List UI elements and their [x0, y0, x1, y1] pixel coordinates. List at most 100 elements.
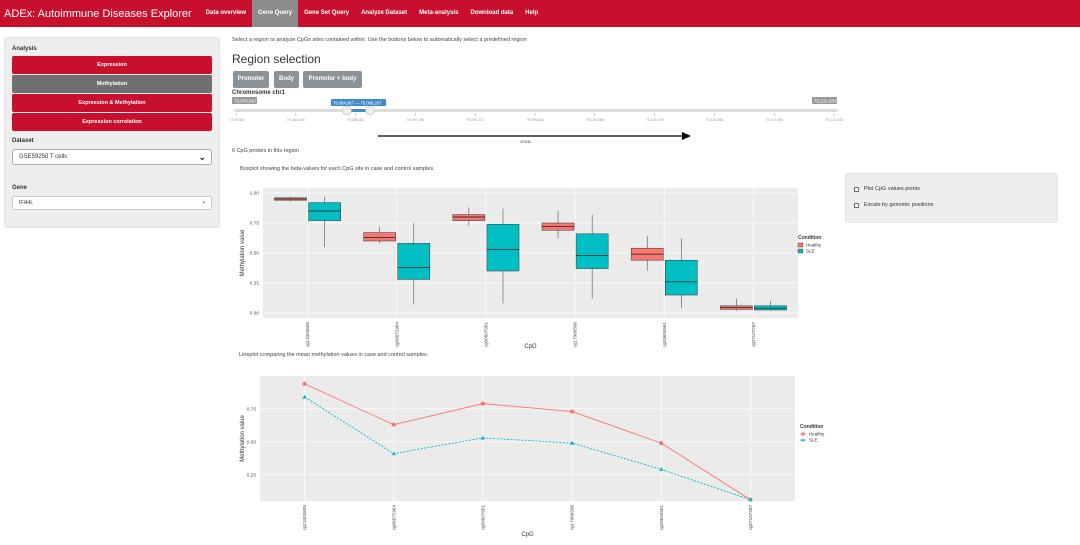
nav-data-overview[interactable]: Data overview [205, 10, 247, 16]
region-slider[interactable]: 79,079,067 79,131,633 79,084,067 — 79,08… [230, 96, 845, 146]
box-sle [665, 259, 698, 296]
point-healthy [480, 401, 485, 406]
slider-range-label: 79,084,067 — 79,088,267 [333, 100, 382, 105]
dataset-select[interactable]: GSE59250 T cells ⌄ [12, 149, 212, 165]
slider-selected-range [347, 109, 370, 112]
box-sle [397, 243, 431, 280]
box-sle [308, 202, 341, 221]
chromosome-label: Chromosome chr1 [232, 90, 286, 96]
nav-gene-set-query[interactable]: Gene Set Query [304, 10, 350, 16]
slider-tick-label: 79,092,786 [406, 118, 424, 122]
legend-key [797, 242, 804, 248]
point-sle [391, 451, 396, 456]
x-tick-label: cg06872964 [391, 505, 396, 531]
boxplot-chart: 0.00 0.25 0.50 0.75 1.00 cg13304609 cg06872964… [240, 188, 822, 350]
main-panel: Select a region to analyze CpGs sites co… [230, 0, 845, 545]
x-axis-title: CpG [521, 532, 534, 538]
box-healthy [452, 214, 486, 221]
plot-points-checkbox[interactable] [854, 186, 859, 192]
slider-ticks: 79,079,067 79,083,445 79,088,311 79,092,786… [230, 113, 843, 122]
plot-options-panel: Plot CpG values points Escale by genomic… [845, 173, 1058, 223]
slider-track[interactable] [234, 109, 838, 112]
nav-help[interactable]: Help [525, 10, 539, 16]
expression-button[interactable]: Expression [12, 56, 212, 74]
legend-label: Healthy [809, 432, 825, 437]
slider-tick-label: 79,117,090 [765, 118, 783, 122]
x-tick-label: cg03650561 [662, 322, 667, 348]
slider-tick-label: 79,099,802 [526, 118, 544, 122]
slider-tick-label: 79,083,445 [287, 118, 305, 122]
dataset-select-value: GSE59250 T cells [19, 154, 68, 160]
point-sle [480, 435, 486, 440]
slider-max-label: 79,131,633 [814, 98, 837, 103]
point-sle [302, 394, 307, 399]
line-sle [304, 396, 751, 501]
slider-min-label: 79,079,067 [234, 98, 257, 103]
slider-max-badge [812, 97, 837, 104]
y-tick-label: 0.25 [247, 472, 257, 478]
line-healthy [304, 383, 751, 501]
dataset-label: Dataset [12, 138, 34, 144]
plot-points-option[interactable]: Plot CpG values points [854, 186, 920, 192]
x-tick-label: cg07107287 [748, 505, 753, 531]
nav-meta-analysis[interactable]: Meta-analysis [419, 10, 459, 16]
legend-label: SLE [809, 438, 818, 443]
point-healthy [570, 409, 575, 414]
legend-title: Condition [798, 235, 821, 241]
nav-download-data[interactable]: Download data [470, 10, 514, 16]
slider-handle-to[interactable] [365, 105, 375, 116]
box-sle [486, 223, 520, 272]
point-healthy [391, 422, 396, 427]
body-button[interactable]: Body [274, 71, 299, 88]
region-selection-title: Region selection [232, 52, 321, 66]
expression-correlation-button[interactable]: Expression correlation [12, 113, 212, 131]
gene-select-input[interactable]: IFI44L ▾ [12, 196, 212, 210]
sidebar-panel: Analysis Expression Methylation Expressi… [4, 37, 220, 228]
y-tick-label: 0.75 [247, 406, 257, 412]
slider-tick-label: 79,079,067 [230, 118, 245, 122]
caret-down-icon: ▾ [202, 200, 205, 206]
x-tick-label: cg00607951 [480, 505, 485, 531]
point-healthy [659, 441, 664, 446]
escale-option[interactable]: Escale by genomic positions [854, 202, 933, 208]
methylation-button[interactable]: Methylation [12, 75, 212, 93]
y-tick-label: 0.75 [250, 221, 260, 227]
navbar: ADEx: Autoimmune Diseases Explorer Data … [0, 0, 1080, 27]
y-axis-title: Methylation value [240, 229, 246, 276]
legend-title: Condition [800, 424, 823, 430]
x-tick-label: cg00607951 [483, 322, 488, 348]
slider-tick-label: 79,121,633 [825, 118, 843, 122]
escale-label: Escale by genomic positions [864, 202, 934, 208]
lineplot-chart: 0.25 0.50 0.75 cg13304609 cg06872964 cg006079… [240, 376, 825, 538]
slider-range-badge [331, 99, 386, 106]
slider-tick-label: 79,110,683 [706, 118, 724, 122]
nav-gene-query[interactable]: Gene Query [252, 0, 299, 27]
escale-checkbox[interactable] [854, 202, 859, 208]
x-tick-label: cg06872964 [394, 322, 399, 348]
nav-analyze-dataset[interactable]: Analyze Dataset [361, 10, 408, 16]
plot-panel [260, 376, 795, 501]
gene-label: Gene [12, 185, 28, 191]
promoter-button[interactable]: Promoter [233, 71, 269, 88]
box-sle [575, 233, 609, 269]
x-tick-label: cg07107287 [751, 322, 756, 348]
legend-key-point [801, 432, 805, 436]
x-tick-label: cg13304609 [302, 505, 307, 531]
y-tick-label: 1.00 [250, 191, 260, 197]
box-healthy [363, 232, 396, 242]
gene-track-label: IFI44L [520, 139, 532, 144]
legend-label: SLE [806, 249, 815, 254]
slider-min-badge [232, 97, 257, 104]
point-sle [569, 440, 575, 445]
x-axis-title: CpG [524, 344, 537, 350]
point-sle [659, 467, 664, 472]
slider-tick-label: 79,096,272 [466, 118, 484, 122]
probe-count-text: 6 CpG probes in this region [232, 148, 299, 154]
app-title[interactable]: ADEx: Autoimmune Diseases Explorer [4, 7, 192, 20]
promoter-body-button[interactable]: Promoter + body [303, 71, 362, 88]
plot-points-label: Plot CpG values points [864, 186, 920, 192]
expression-methylation-button[interactable]: Expression & Methylation [12, 94, 212, 112]
gene-track-arrowhead [682, 132, 691, 140]
slider-handle-from[interactable] [342, 105, 352, 116]
region-intro-text: Select a region to analyze CpGs sites co… [232, 37, 527, 43]
